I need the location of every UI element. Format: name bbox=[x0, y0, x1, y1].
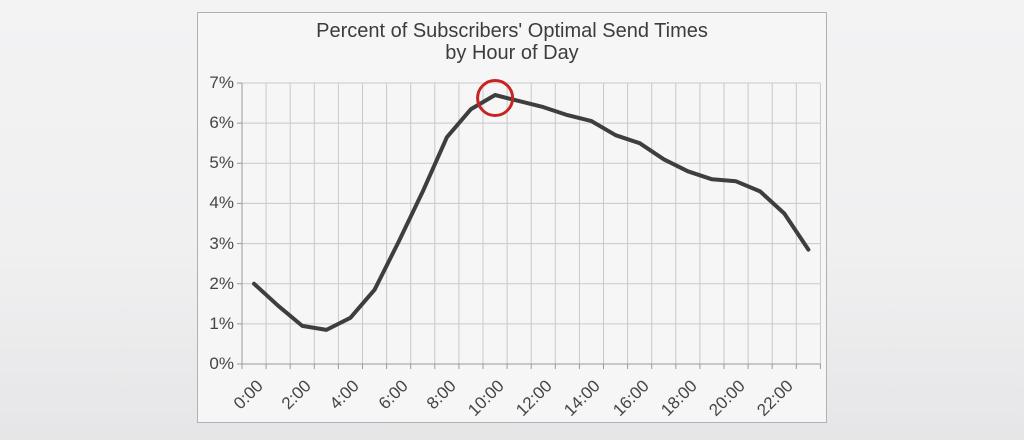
y-axis-label: 6% bbox=[209, 113, 234, 133]
y-axis-label: 1% bbox=[209, 313, 234, 333]
chart-subtitle: by Hour of Day bbox=[445, 42, 579, 64]
y-axis-label: 5% bbox=[209, 153, 234, 173]
series-line bbox=[252, 93, 811, 332]
y-axis-label: 0% bbox=[209, 354, 234, 373]
y-axis-label: 7% bbox=[209, 73, 234, 92]
peak-annotation-circle bbox=[476, 79, 515, 117]
y-axis-label: 2% bbox=[209, 273, 234, 293]
plot-svg bbox=[237, 79, 821, 369]
chart-title: Percent of Subscribers' Optimal Send Tim… bbox=[316, 20, 708, 42]
y-axis-label: 3% bbox=[209, 233, 234, 253]
y-axis-label: 4% bbox=[209, 193, 234, 213]
chart-title-block: Percent of Subscribers' Optimal Send Tim… bbox=[198, 20, 826, 64]
chart-frame: Percent of Subscribers' Optimal Send Tim… bbox=[197, 12, 827, 423]
